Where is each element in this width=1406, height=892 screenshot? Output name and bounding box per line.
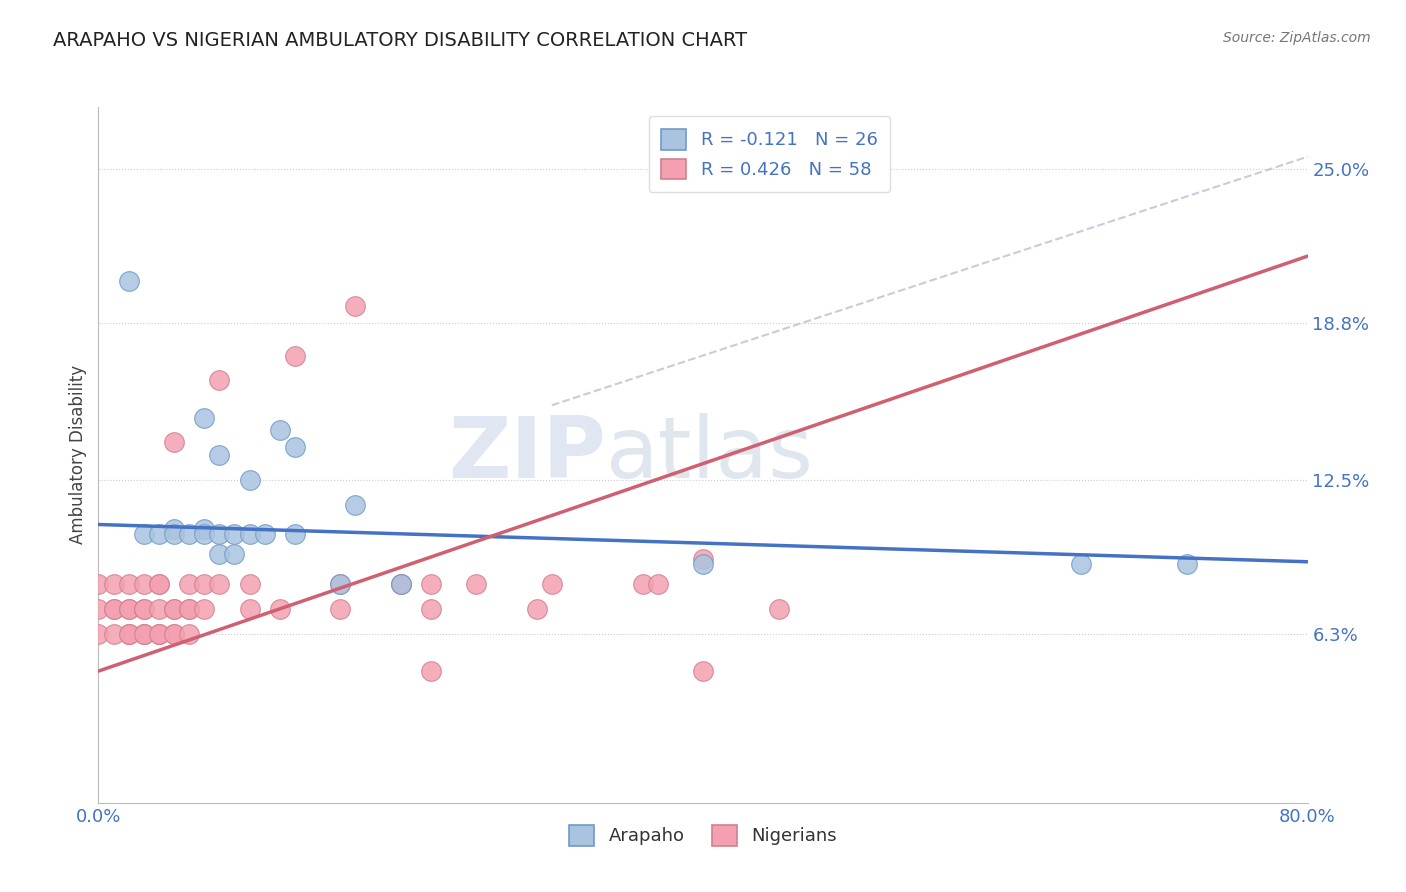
Point bbox=[179, 602, 201, 616]
Point bbox=[269, 423, 291, 437]
Point bbox=[103, 627, 125, 641]
Point bbox=[179, 602, 201, 616]
Point bbox=[163, 435, 186, 450]
Point bbox=[193, 527, 215, 541]
Point bbox=[87, 627, 110, 641]
Point bbox=[179, 527, 201, 541]
Text: atlas: atlas bbox=[606, 413, 814, 497]
Point bbox=[148, 577, 170, 591]
Point bbox=[163, 602, 186, 616]
Point bbox=[224, 547, 246, 561]
Point bbox=[193, 523, 215, 537]
Point bbox=[389, 577, 412, 591]
Point bbox=[389, 577, 412, 591]
Point bbox=[420, 577, 443, 591]
Text: ZIP: ZIP bbox=[449, 413, 606, 497]
Point bbox=[179, 627, 201, 641]
Point bbox=[329, 577, 352, 591]
Point bbox=[208, 527, 231, 541]
Point bbox=[132, 602, 155, 616]
Point bbox=[193, 410, 215, 425]
Point bbox=[103, 577, 125, 591]
Point bbox=[163, 627, 186, 641]
Point bbox=[132, 577, 155, 591]
Point bbox=[631, 577, 654, 591]
Point bbox=[87, 602, 110, 616]
Point bbox=[329, 577, 352, 591]
Point bbox=[239, 473, 262, 487]
Point bbox=[647, 577, 669, 591]
Point bbox=[163, 523, 186, 537]
Point bbox=[148, 627, 170, 641]
Point bbox=[148, 627, 170, 641]
Point bbox=[239, 577, 262, 591]
Point bbox=[163, 602, 186, 616]
Point bbox=[284, 527, 307, 541]
Point bbox=[239, 602, 262, 616]
Legend: Arapaho, Nigerians: Arapaho, Nigerians bbox=[562, 818, 844, 853]
Point bbox=[179, 577, 201, 591]
Point bbox=[103, 602, 125, 616]
Point bbox=[1175, 558, 1198, 572]
Y-axis label: Ambulatory Disability: Ambulatory Disability bbox=[69, 366, 87, 544]
Point bbox=[692, 664, 714, 678]
Point bbox=[1070, 558, 1092, 572]
Point bbox=[118, 577, 141, 591]
Point bbox=[284, 441, 307, 455]
Point bbox=[284, 349, 307, 363]
Point bbox=[148, 527, 170, 541]
Point bbox=[118, 602, 141, 616]
Point bbox=[329, 602, 352, 616]
Point bbox=[148, 577, 170, 591]
Point bbox=[389, 577, 412, 591]
Point bbox=[132, 602, 155, 616]
Point bbox=[768, 602, 790, 616]
Point bbox=[148, 602, 170, 616]
Point bbox=[118, 627, 141, 641]
Point bbox=[163, 627, 186, 641]
Point bbox=[465, 577, 488, 591]
Point bbox=[208, 448, 231, 462]
Point bbox=[692, 558, 714, 572]
Point bbox=[87, 577, 110, 591]
Point bbox=[692, 552, 714, 566]
Point bbox=[344, 498, 367, 512]
Point bbox=[163, 527, 186, 541]
Point bbox=[118, 274, 141, 288]
Point bbox=[239, 527, 262, 541]
Point bbox=[193, 577, 215, 591]
Point bbox=[132, 627, 155, 641]
Point bbox=[148, 627, 170, 641]
Point bbox=[540, 577, 562, 591]
Point bbox=[526, 602, 548, 616]
Point bbox=[193, 602, 215, 616]
Point bbox=[132, 527, 155, 541]
Point bbox=[118, 627, 141, 641]
Point bbox=[118, 602, 141, 616]
Point bbox=[420, 602, 443, 616]
Point bbox=[269, 602, 291, 616]
Point bbox=[208, 373, 231, 387]
Point bbox=[132, 627, 155, 641]
Text: Source: ZipAtlas.com: Source: ZipAtlas.com bbox=[1223, 31, 1371, 45]
Point bbox=[208, 577, 231, 591]
Point bbox=[132, 627, 155, 641]
Point bbox=[420, 664, 443, 678]
Text: ARAPAHO VS NIGERIAN AMBULATORY DISABILITY CORRELATION CHART: ARAPAHO VS NIGERIAN AMBULATORY DISABILIT… bbox=[53, 31, 748, 50]
Point bbox=[344, 299, 367, 313]
Point bbox=[103, 602, 125, 616]
Point bbox=[208, 547, 231, 561]
Point bbox=[253, 527, 276, 541]
Point bbox=[118, 627, 141, 641]
Point bbox=[224, 527, 246, 541]
